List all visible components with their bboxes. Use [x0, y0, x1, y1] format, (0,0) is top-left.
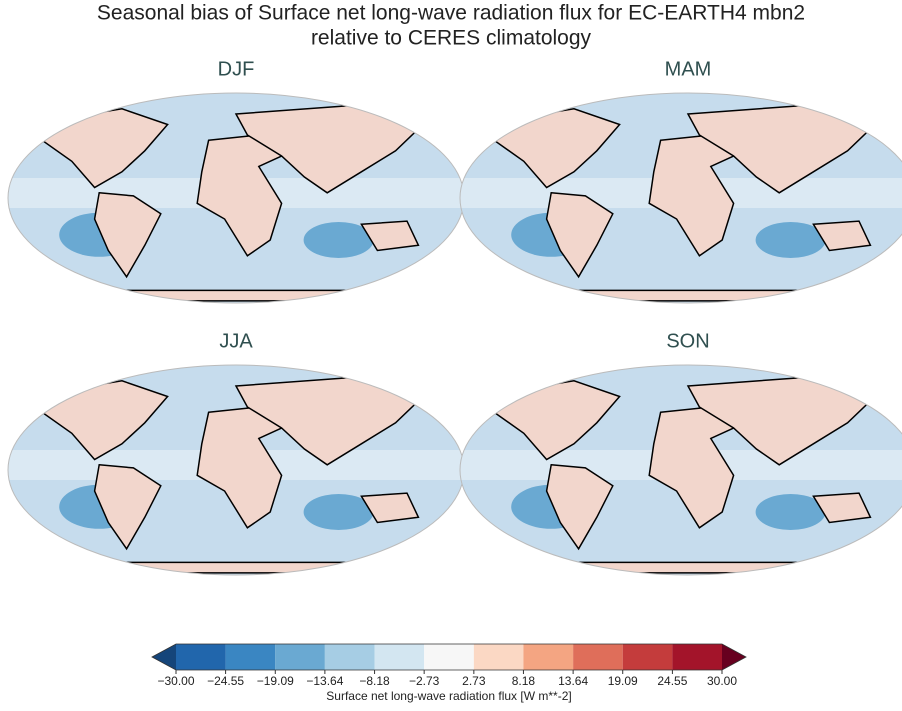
map-field: [8, 93, 464, 303]
colorbar-segment: [374, 644, 425, 670]
map: [459, 92, 902, 304]
colorbar-tick-label: 30.00: [707, 674, 737, 688]
colorbar-segment: [672, 644, 722, 670]
panel-title: JJA: [219, 330, 253, 352]
map: [7, 364, 465, 576]
colorbar-segment: [225, 644, 276, 670]
land: [545, 191, 614, 279]
colorbar-tick-label: −2.73: [409, 674, 440, 688]
land: [493, 380, 621, 461]
land: [505, 561, 871, 574]
panel-title: MAM: [665, 58, 712, 80]
colorbar-tick-label: −8.18: [359, 674, 390, 688]
map-field: [8, 365, 464, 575]
colorbar-tick-label: 13.64: [558, 674, 588, 688]
colorbar-segment: [473, 644, 524, 670]
blob: [303, 494, 374, 530]
map-border: [459, 92, 902, 304]
colorbar-segment: [523, 644, 574, 670]
map-border: [459, 364, 902, 576]
colorbar-extend: [152, 644, 176, 670]
map-field: [460, 93, 902, 303]
colorbar-label: Surface net long-wave radiation flux [W …: [326, 689, 571, 703]
land: [505, 289, 871, 302]
blob: [303, 222, 374, 258]
colorbar-segment: [573, 644, 623, 670]
land: [360, 220, 420, 252]
colorbar-segment: [622, 644, 673, 670]
figure-title: relative to CERES climatology: [311, 27, 592, 50]
colorbar-segment: [424, 644, 474, 670]
colorbar-tick-label: −30.00: [157, 674, 194, 688]
land: [493, 108, 621, 189]
land: [41, 380, 169, 461]
land: [545, 463, 614, 551]
land: [53, 289, 419, 302]
panel-title: SON: [666, 330, 709, 352]
colorbar-tick-label: 2.73: [462, 674, 486, 688]
land: [93, 463, 162, 551]
map: [7, 92, 465, 304]
colorbar-tick-label: 8.18: [512, 674, 536, 688]
map: [459, 364, 902, 576]
blob: [755, 222, 826, 258]
land: [93, 191, 162, 279]
land: [360, 492, 420, 524]
blob: [755, 494, 826, 530]
colorbar-tick-label: −24.55: [207, 674, 244, 688]
panel-title: DJF: [218, 58, 255, 80]
land: [812, 220, 872, 252]
colorbar-tick-label: 19.09: [608, 674, 638, 688]
land: [812, 492, 872, 524]
land: [41, 108, 169, 189]
colorbar-extend: [722, 644, 746, 670]
colorbar-tick-label: 24.55: [657, 674, 687, 688]
colorbar-tick-label: −13.64: [306, 674, 343, 688]
figure-title: Seasonal bias of Surface net long-wave r…: [97, 2, 805, 25]
colorbar-segment: [176, 644, 226, 670]
land: [53, 561, 419, 574]
colorbar-segment: [275, 644, 325, 670]
colorbar-tick-label: −19.09: [257, 674, 294, 688]
colorbar-segment: [324, 644, 375, 670]
